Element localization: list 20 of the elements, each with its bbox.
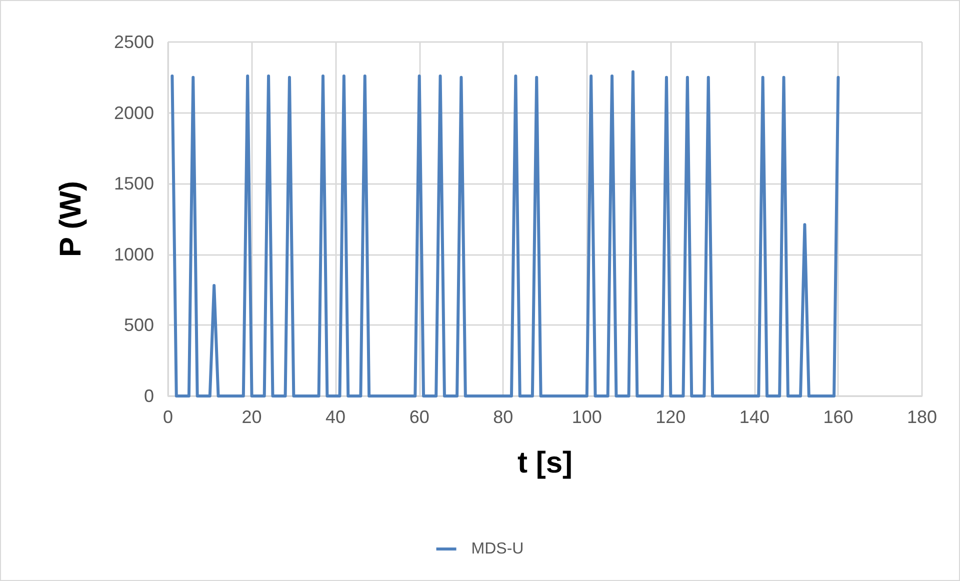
- x-tick-label: 60: [409, 407, 430, 427]
- line-series: [170, 70, 840, 398]
- x-tick-label: 100: [572, 407, 602, 427]
- x-tick-label: 140: [739, 407, 770, 427]
- x-tick-label: 20: [242, 407, 262, 427]
- y-tick-label: 1000: [114, 244, 154, 264]
- x-tick-label: 0: [162, 407, 174, 427]
- y-tick-label: 2000: [114, 102, 154, 123]
- legend-label: MDS-U: [471, 540, 524, 558]
- y-tick-label: 500: [124, 315, 154, 336]
- x-tick-label: 120: [656, 407, 686, 427]
- y-axis-title: P (W): [54, 180, 88, 258]
- x-axis-title: t [s]: [518, 446, 572, 480]
- x-tick-label: 80: [493, 407, 514, 427]
- y-tick-label: 0: [144, 386, 154, 406]
- y-tick-label: 2500: [114, 32, 154, 52]
- x-tick-label: 40: [326, 407, 346, 427]
- x-tick-label: 180: [906, 407, 938, 427]
- x-tick-label: 160: [823, 407, 854, 427]
- y-tick-label: 1500: [114, 174, 154, 194]
